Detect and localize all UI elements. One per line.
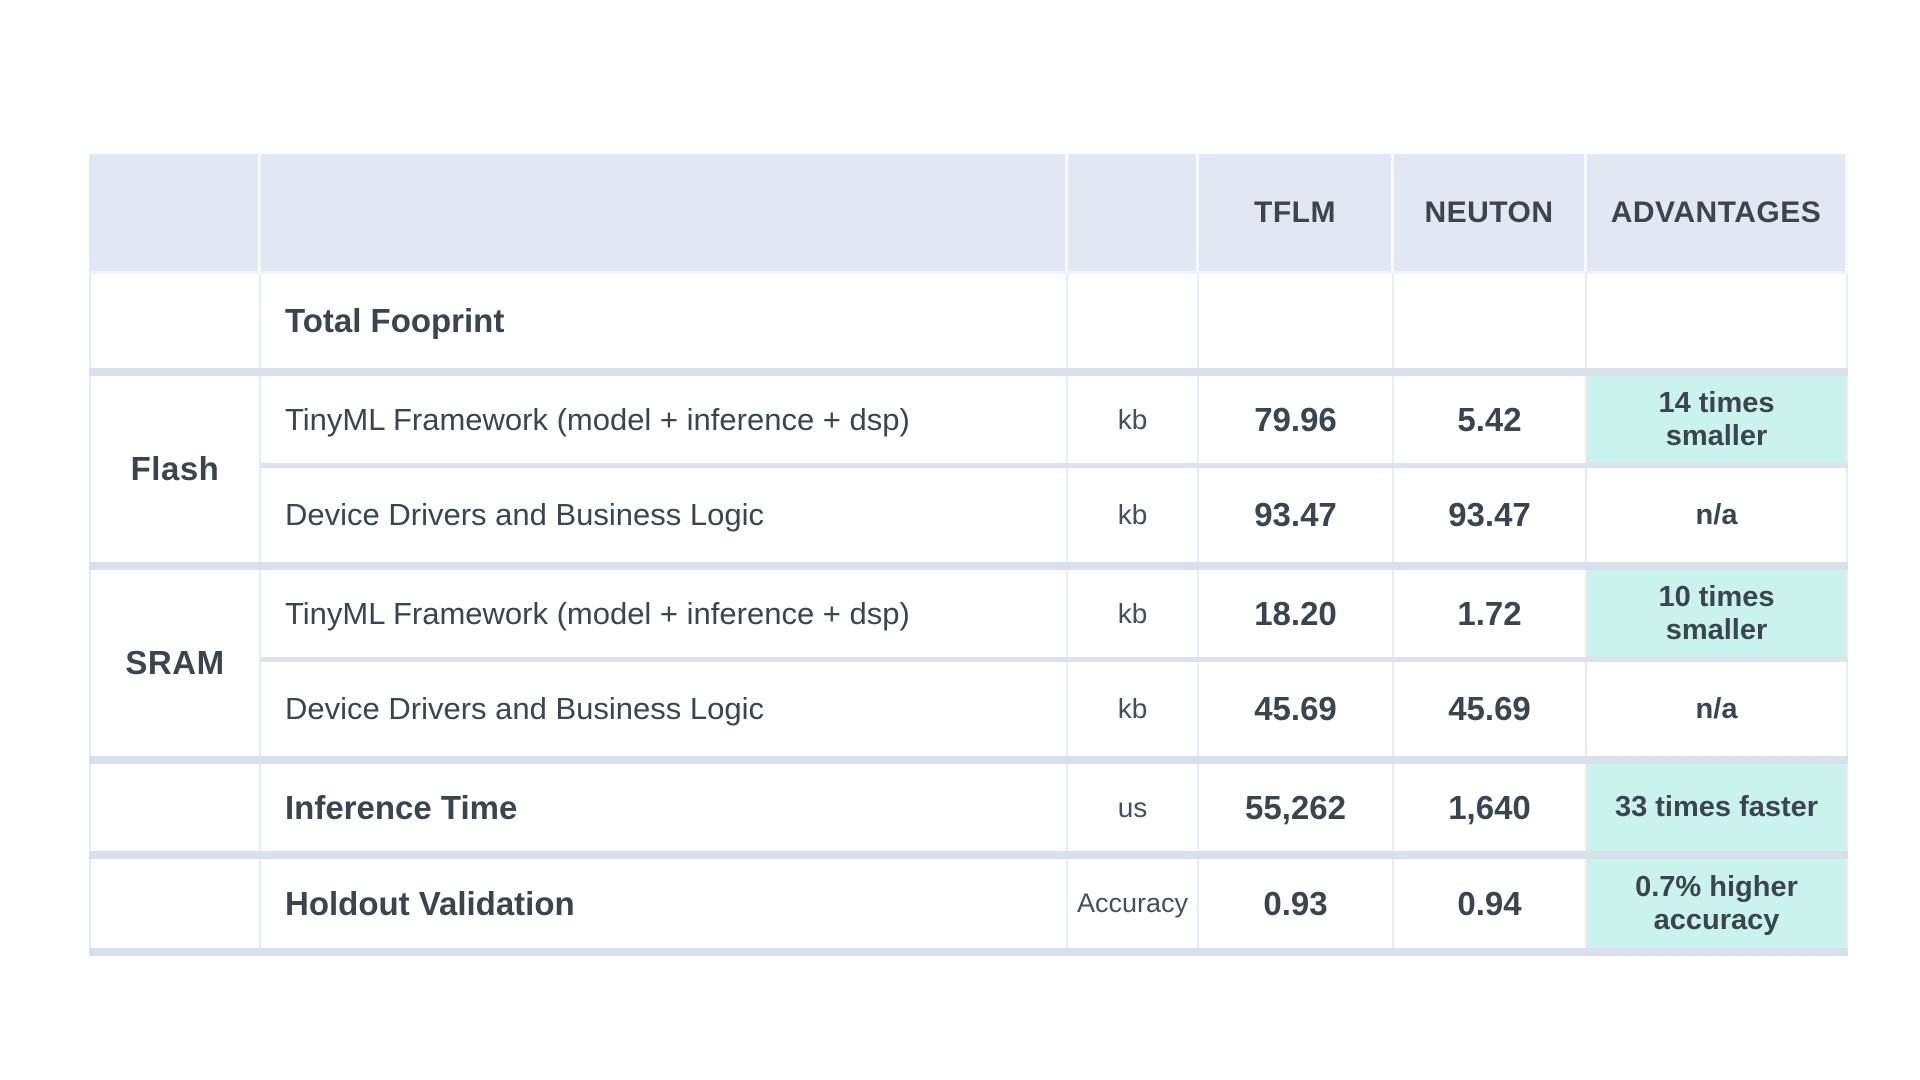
header-cell-empty-unit [1068, 154, 1199, 274]
neuton-value-cell: 1,640 [1394, 764, 1587, 851]
row-divider [89, 756, 1848, 764]
tflm-value-cell: 0.93 [1199, 859, 1394, 948]
row-divider [261, 657, 1848, 662]
empty-cell [1394, 274, 1587, 368]
total-footprint-label: Total Fooprint [261, 274, 1068, 368]
empty-cell [89, 274, 261, 368]
row-divider [89, 368, 1848, 376]
row-divider [89, 562, 1848, 570]
comparison-table: TFLM NEUTON ADVANTAGES Total Fooprint Fl… [89, 154, 1848, 956]
header-cell-tflm: TFLM [1199, 154, 1394, 274]
row-divider [261, 463, 1848, 468]
header-cell-neuton: NEUTON [1394, 154, 1587, 274]
neuton-value-cell: 0.94 [1394, 859, 1587, 948]
empty-cell [1199, 274, 1394, 368]
row-label-cell: TinyML Framework (model + inference + ds… [261, 376, 1068, 463]
unit-cell: us [1068, 764, 1199, 851]
holdout-validation-label: Holdout Validation [261, 859, 1068, 948]
table-bottom-edge [89, 948, 1848, 956]
advantage-cell: 33 times faster [1587, 764, 1848, 851]
header-cell-empty-group [89, 154, 261, 274]
advantage-cell: n/a [1587, 468, 1848, 562]
group-cell-flash: Flash [89, 376, 261, 562]
advantage-cell: 10 times smaller [1587, 570, 1848, 657]
advantage-cell: 0.7% higher accuracy [1587, 859, 1848, 948]
row-label-cell: Device Drivers and Business Logic [261, 662, 1068, 756]
unit-cell: kb [1068, 376, 1199, 463]
empty-cell [89, 859, 261, 948]
group-cell-sram: SRAM [89, 570, 261, 756]
advantage-cell: n/a [1587, 662, 1848, 756]
unit-cell: kb [1068, 468, 1199, 562]
row-divider [89, 851, 1848, 859]
row-label-cell: TinyML Framework (model + inference + ds… [261, 570, 1068, 657]
tflm-value-cell: 18.20 [1199, 570, 1394, 657]
empty-cell [1068, 274, 1199, 368]
neuton-value-cell: 1.72 [1394, 570, 1587, 657]
header-cell-empty-label [261, 154, 1068, 274]
empty-cell [89, 764, 261, 851]
empty-cell [1587, 274, 1848, 368]
unit-cell: kb [1068, 570, 1199, 657]
row-label-cell: Device Drivers and Business Logic [261, 468, 1068, 562]
inference-time-label: Inference Time [261, 764, 1068, 851]
header-cell-advantages: ADVANTAGES [1587, 154, 1848, 274]
neuton-value-cell: 45.69 [1394, 662, 1587, 756]
tflm-value-cell: 79.96 [1199, 376, 1394, 463]
unit-cell: Accuracy [1068, 859, 1199, 948]
neuton-value-cell: 5.42 [1394, 376, 1587, 463]
unit-cell: kb [1068, 662, 1199, 756]
tflm-value-cell: 45.69 [1199, 662, 1394, 756]
tflm-value-cell: 55,262 [1199, 764, 1394, 851]
tflm-value-cell: 93.47 [1199, 468, 1394, 562]
neuton-value-cell: 93.47 [1394, 468, 1587, 562]
advantage-cell: 14 times smaller [1587, 376, 1848, 463]
